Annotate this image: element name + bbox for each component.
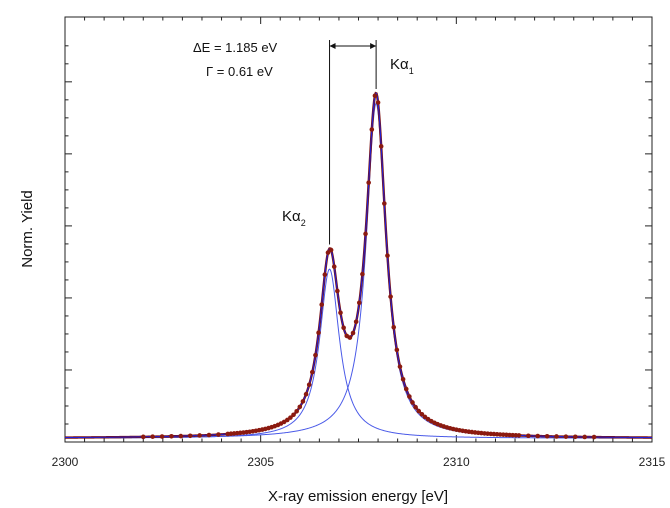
data-point	[516, 433, 522, 438]
data-point	[322, 272, 328, 277]
component-ka1-line	[64, 103, 652, 439]
data-point	[294, 408, 299, 414]
x-tick-label: 2300	[52, 455, 79, 469]
plot-frame	[64, 16, 653, 443]
data-point	[403, 386, 409, 392]
data-point	[335, 288, 340, 294]
data-point	[178, 433, 184, 439]
data-point	[288, 415, 293, 420]
data-point	[391, 325, 397, 330]
data-point	[410, 400, 415, 405]
data-point	[313, 352, 318, 358]
data-point	[216, 432, 221, 437]
x-tick-label: 2305	[247, 455, 274, 469]
data-point	[297, 404, 303, 410]
delta-e-annotation: ΔE = 1.185 eV	[193, 40, 278, 55]
data-point	[356, 300, 362, 306]
data-point	[291, 412, 296, 418]
data-point	[591, 434, 597, 440]
delta-e-arrowhead-left	[329, 43, 336, 49]
data-point	[394, 347, 400, 353]
data-point	[375, 100, 381, 105]
data-point	[306, 382, 312, 388]
y-axis-title: Norm. Yield	[19, 190, 36, 268]
data-point	[325, 250, 331, 255]
data-point	[388, 294, 393, 299]
data-point	[413, 404, 418, 410]
data-point	[310, 369, 315, 375]
peak-label-ka2: Kα2	[282, 208, 306, 228]
data-point	[316, 330, 321, 336]
data-point	[159, 434, 165, 439]
peak-label-ka1: Kα1	[390, 56, 414, 76]
x-tick-label: 2315	[639, 455, 666, 469]
data-point	[303, 391, 309, 397]
data-point	[328, 247, 334, 253]
data-point	[573, 434, 578, 440]
data-point	[197, 433, 202, 438]
data-point	[372, 93, 378, 98]
x-tick-label: 2310	[443, 455, 470, 469]
data-point	[563, 434, 569, 439]
data-point	[300, 399, 306, 404]
data-point	[416, 408, 422, 414]
delta-e-arrowhead-right	[370, 43, 377, 49]
data-point	[366, 180, 371, 185]
data-point	[347, 335, 353, 340]
data-point	[419, 412, 425, 417]
data-point	[206, 432, 212, 438]
data-point	[544, 433, 550, 439]
data-point	[582, 434, 587, 440]
x-axis-ticks: 2300 2305 2310 2315	[52, 17, 666, 469]
data-point	[382, 201, 387, 206]
data-point	[341, 325, 346, 331]
fit-components	[64, 103, 652, 439]
data-point	[350, 330, 356, 336]
data-point	[407, 394, 412, 399]
data-point	[187, 433, 193, 439]
data-point	[338, 310, 343, 316]
gamma-annotation: Γ = 0.61 eV	[206, 64, 273, 79]
component-ka2-line	[65, 268, 652, 439]
data-point	[535, 433, 541, 439]
data-point	[284, 417, 290, 423]
fit-curve-shadow	[65, 91, 652, 439]
data-point	[378, 144, 384, 149]
data-point	[331, 264, 337, 269]
data-point	[363, 231, 368, 237]
data-point	[319, 302, 325, 307]
data-point	[400, 377, 406, 382]
data-point	[353, 319, 359, 325]
fit-curve-group	[65, 91, 652, 439]
x-axis-title: X-ray emission energy [eV]	[268, 488, 448, 505]
data-point	[369, 127, 375, 132]
data-point	[385, 253, 390, 258]
y-axis-ticks	[65, 45, 652, 443]
data-point	[397, 364, 403, 369]
data-point	[150, 434, 155, 439]
data-points-group	[140, 93, 597, 440]
peak-markers	[329, 40, 377, 245]
data-point	[360, 271, 365, 277]
fit-curve	[65, 92, 652, 439]
data-point	[140, 434, 146, 440]
data-point	[554, 434, 559, 439]
data-point	[526, 433, 531, 439]
data-point	[169, 434, 174, 439]
